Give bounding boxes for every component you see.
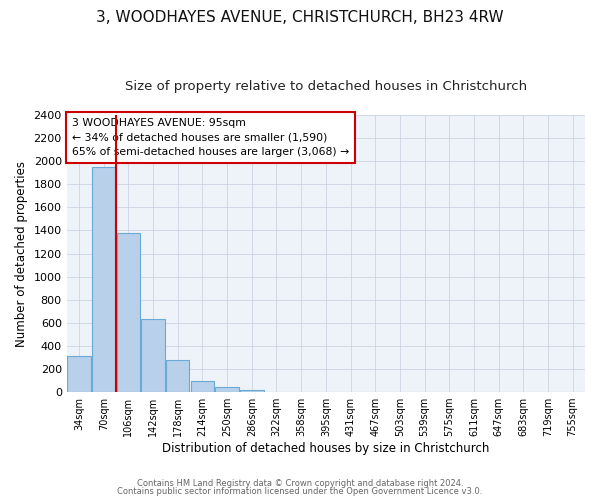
- Bar: [116, 233, 140, 392]
- Bar: [215, 387, 239, 392]
- Bar: [166, 360, 190, 392]
- X-axis label: Distribution of detached houses by size in Christchurch: Distribution of detached houses by size …: [162, 442, 490, 455]
- Bar: [92, 167, 115, 392]
- Bar: [67, 356, 91, 392]
- Title: Size of property relative to detached houses in Christchurch: Size of property relative to detached ho…: [125, 80, 527, 93]
- Bar: [191, 381, 214, 392]
- Y-axis label: Number of detached properties: Number of detached properties: [15, 160, 28, 346]
- Text: 3 WOODHAYES AVENUE: 95sqm
← 34% of detached houses are smaller (1,590)
65% of se: 3 WOODHAYES AVENUE: 95sqm ← 34% of detac…: [72, 118, 349, 158]
- Text: Contains public sector information licensed under the Open Government Licence v3: Contains public sector information licen…: [118, 487, 482, 496]
- Bar: [240, 390, 263, 392]
- Text: Contains HM Land Registry data © Crown copyright and database right 2024.: Contains HM Land Registry data © Crown c…: [137, 478, 463, 488]
- Bar: [142, 320, 165, 392]
- Text: 3, WOODHAYES AVENUE, CHRISTCHURCH, BH23 4RW: 3, WOODHAYES AVENUE, CHRISTCHURCH, BH23 …: [96, 10, 504, 25]
